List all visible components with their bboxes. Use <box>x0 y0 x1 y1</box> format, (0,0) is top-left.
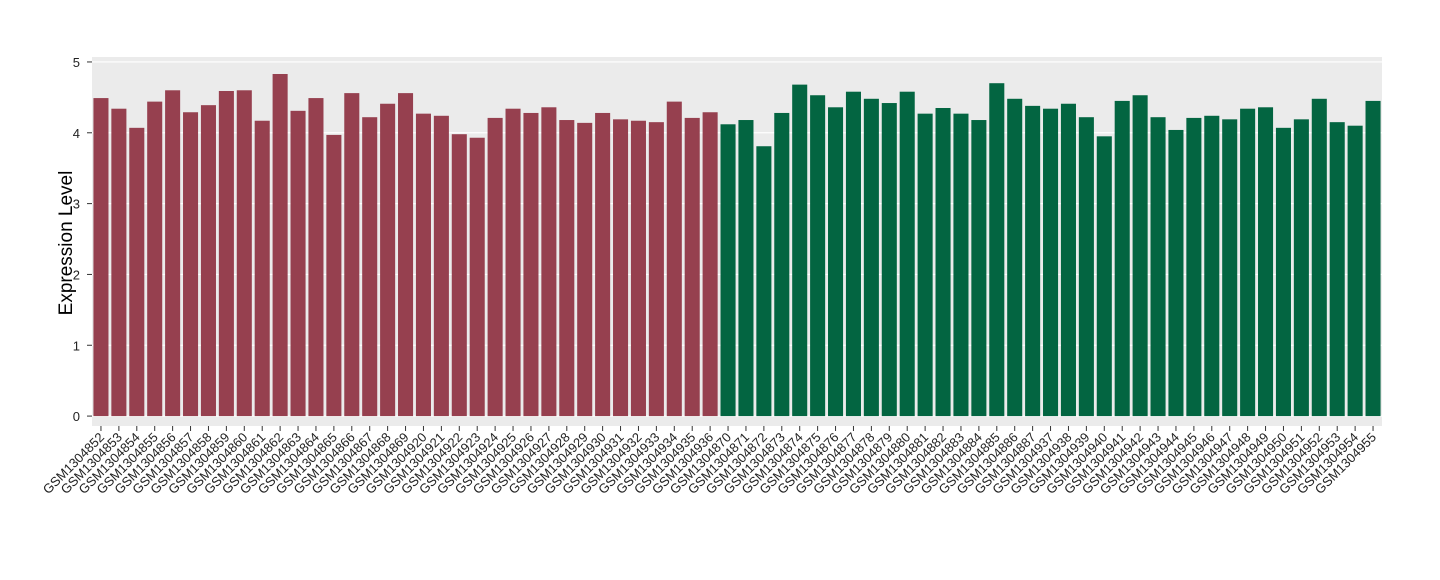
bar <box>1311 98 1327 417</box>
bar <box>738 120 754 417</box>
bar <box>469 137 485 417</box>
bar <box>774 112 790 417</box>
y-tick-label: 0 <box>73 409 80 424</box>
bar <box>989 83 1005 417</box>
bar <box>272 73 288 417</box>
bar <box>1025 105 1041 417</box>
bar <box>1222 119 1238 417</box>
y-axis-label: Expression Level <box>56 171 77 316</box>
bar <box>935 107 951 417</box>
bar <box>720 124 736 417</box>
bar <box>702 112 718 417</box>
bar <box>1275 127 1291 417</box>
bar <box>236 90 252 417</box>
bar <box>613 119 629 417</box>
bar <box>1365 100 1381 417</box>
bar <box>684 117 700 417</box>
bar <box>971 120 987 417</box>
bar <box>828 107 844 417</box>
bar <box>147 101 163 417</box>
bar <box>1240 108 1256 417</box>
bar <box>1347 125 1363 417</box>
y-tick-label: 4 <box>73 126 80 141</box>
bar <box>630 120 646 417</box>
bar <box>595 112 611 417</box>
bar <box>953 113 969 417</box>
y-tick-label: 2 <box>73 267 80 282</box>
bar <box>863 98 879 417</box>
bar <box>666 101 682 417</box>
bar <box>792 84 808 417</box>
bar <box>183 112 199 417</box>
bar <box>899 91 915 417</box>
bar <box>1114 100 1130 417</box>
bar <box>165 90 181 417</box>
bar <box>1043 108 1059 417</box>
bar <box>917 113 933 417</box>
bar <box>1060 103 1076 417</box>
bar <box>200 105 216 417</box>
y-tick-label: 1 <box>73 338 80 353</box>
bar <box>1329 122 1345 417</box>
bar <box>344 93 360 417</box>
bar <box>881 103 897 417</box>
plot-panel <box>92 57 1382 426</box>
bar <box>290 110 306 417</box>
bar <box>1007 98 1023 417</box>
bar <box>577 122 593 417</box>
bar <box>451 134 467 417</box>
bar <box>1132 95 1148 417</box>
bar <box>362 117 378 417</box>
bar <box>1168 129 1184 417</box>
bar <box>93 98 109 417</box>
bar <box>254 120 270 417</box>
bar <box>648 122 664 417</box>
bar <box>1204 115 1220 417</box>
bar <box>218 90 234 417</box>
bar <box>1258 107 1274 417</box>
bar <box>1150 117 1166 417</box>
bar <box>415 113 431 417</box>
bar <box>398 93 414 417</box>
bar <box>326 134 342 417</box>
bar <box>1078 117 1094 417</box>
bar <box>559 120 575 417</box>
bar <box>541 107 557 417</box>
bar <box>308 98 324 417</box>
bar <box>1293 119 1309 417</box>
bar <box>433 115 449 417</box>
bar <box>1186 117 1202 417</box>
bar <box>845 91 861 417</box>
bar <box>756 146 772 417</box>
bar <box>505 108 521 417</box>
bar <box>810 95 826 417</box>
y-tick-label: 3 <box>73 197 80 212</box>
y-tick-label: 5 <box>73 55 80 70</box>
bar <box>380 103 396 417</box>
bar <box>1096 136 1112 417</box>
bar <box>487 117 503 417</box>
bar <box>111 108 127 417</box>
bar <box>523 112 539 417</box>
bar <box>129 127 145 417</box>
